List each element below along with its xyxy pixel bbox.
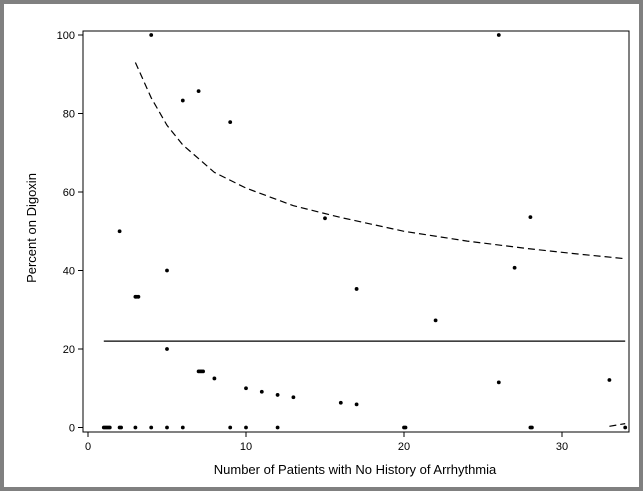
data-point <box>165 268 169 273</box>
data-point <box>496 380 501 385</box>
x-tick-label: 10 <box>240 441 252 453</box>
x-tick-label: 20 <box>398 441 410 453</box>
y-axis-label: Percent on Digoxin <box>24 173 39 283</box>
data-point <box>323 216 327 221</box>
y-tick-label: 80 <box>63 109 75 121</box>
data-point <box>212 376 217 381</box>
x-tick-label: 0 <box>85 441 91 453</box>
data-point <box>117 229 122 234</box>
data-point <box>354 402 359 407</box>
data-point <box>354 287 359 291</box>
x-axis-label: Number of Patients with No History of Ar… <box>214 462 497 477</box>
y-tick-label: 0 <box>69 423 75 435</box>
y-tick-label: 60 <box>63 187 75 199</box>
y-tick-label: 40 <box>63 266 75 278</box>
data-point <box>107 425 112 430</box>
data-point <box>291 395 296 400</box>
data-point <box>496 33 501 37</box>
data-point <box>180 425 185 430</box>
data-point <box>512 265 517 270</box>
y-tick-label: 20 <box>63 344 75 356</box>
data-point <box>228 425 233 430</box>
data-point <box>133 425 138 430</box>
data-point <box>244 386 248 391</box>
data-point <box>165 425 169 430</box>
data-point <box>275 393 280 397</box>
data-point <box>528 215 533 220</box>
data-point <box>259 389 264 394</box>
y-axis: 0 20 40 60 80 100 <box>57 30 83 435</box>
data-point <box>403 425 408 430</box>
data-point <box>180 98 185 103</box>
data-point <box>433 318 438 323</box>
data-point <box>149 425 154 430</box>
data-point <box>244 425 248 430</box>
data-point <box>623 425 628 430</box>
fitted-curve <box>609 423 626 427</box>
data-point <box>530 425 534 430</box>
data-point <box>228 120 233 125</box>
y-tick-label: 100 <box>57 30 75 42</box>
data-point <box>165 347 169 351</box>
data-point <box>149 33 154 37</box>
data-point <box>119 425 123 430</box>
data-point <box>196 89 201 94</box>
plot-area <box>101 33 628 430</box>
data-point <box>607 378 612 382</box>
fitted-curve <box>134 62 626 260</box>
data-point <box>275 425 280 430</box>
data-point <box>136 294 141 299</box>
data-point <box>201 369 206 374</box>
plot-frame <box>82 30 630 433</box>
x-axis: 0 10 20 30 <box>85 432 568 453</box>
data-point <box>338 400 343 405</box>
x-tick-label: 30 <box>556 441 568 453</box>
